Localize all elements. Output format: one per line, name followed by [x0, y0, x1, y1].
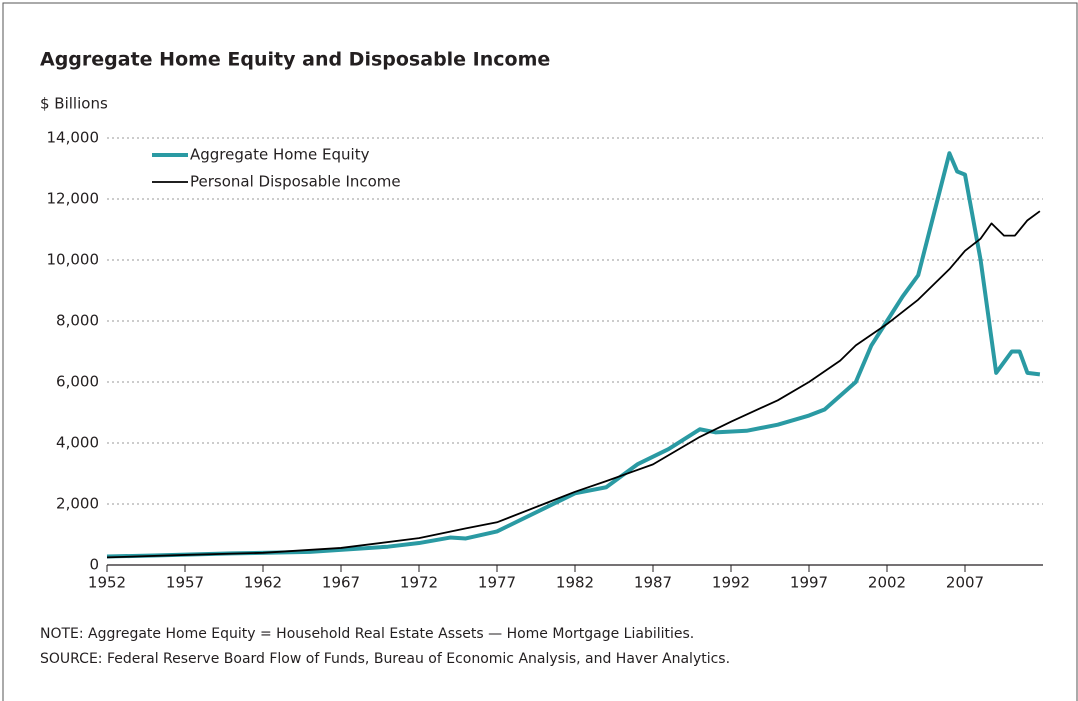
x-tick-label: 1997 [790, 574, 828, 592]
x-tick-label: 1992 [712, 574, 750, 592]
x-tick-label: 2002 [868, 574, 906, 592]
y-axis-label: $ Billions [40, 95, 108, 113]
chart-title: Aggregate Home Equity and Disposable Inc… [40, 49, 550, 71]
line [106, 210, 1041, 559]
y-tick-label: 0 [89, 556, 99, 574]
y-tick-label: 4,000 [56, 434, 99, 452]
line [106, 151, 1041, 559]
x-tick-label: 1962 [244, 574, 282, 592]
x-tick-label: 1967 [322, 574, 360, 592]
x-tick-label: 1952 [88, 574, 126, 592]
y-tick-label: 12,000 [47, 190, 100, 208]
legend-label: Aggregate Home Equity [190, 146, 370, 164]
y-tick-label: 14,000 [47, 129, 100, 147]
x-tick-label: 1987 [634, 574, 672, 592]
x-tick-label: 1972 [400, 574, 438, 592]
source: SOURCE: Federal Reserve Board Flow of Fu… [40, 651, 730, 667]
y-tick-label: 10,000 [47, 251, 100, 269]
x-tick-label: 1977 [478, 574, 516, 592]
legend-label: Personal Disposable Income [190, 173, 401, 191]
x-tick-label: 1982 [556, 574, 594, 592]
y-tick-label: 8,000 [56, 312, 99, 330]
x-tick-label: 2007 [946, 574, 984, 592]
x-tick-label: 1957 [166, 574, 204, 592]
note: NOTE: Aggregate Home Equity = Household … [40, 626, 694, 642]
y-tick-label: 6,000 [56, 373, 99, 391]
y-tick-label: 2,000 [56, 495, 99, 513]
